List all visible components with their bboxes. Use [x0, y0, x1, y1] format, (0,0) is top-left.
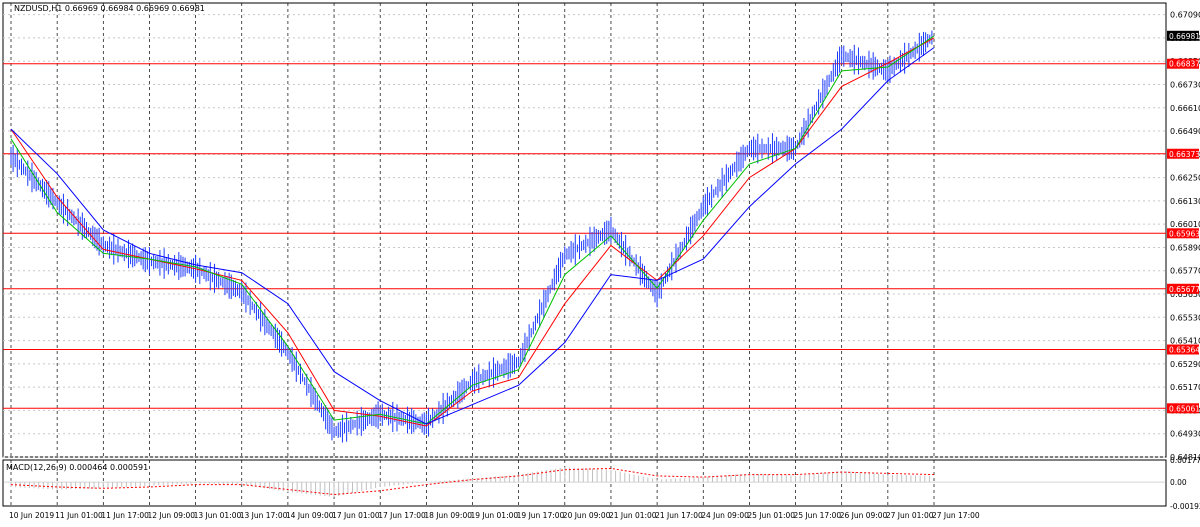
time-tick-label: 20 Jun 09:00	[563, 511, 611, 520]
price-tick-label: 0.66610	[1170, 104, 1200, 113]
time-tick-label: 10 Jun 2019	[9, 511, 54, 520]
macd-header: MACD(12,26,9) 0.000464 0.000591	[6, 463, 149, 472]
level-price-tag	[1167, 58, 1199, 69]
time-tick-label: 14 Jun 09:00	[286, 511, 334, 520]
time-tick-label: 21 Jun 17:00	[655, 511, 703, 520]
price-tick-label: 0.65170	[1170, 383, 1200, 392]
time-tick-label: 21 Jun 01:00	[609, 511, 657, 520]
current-price-label: 0.66981	[1169, 32, 1200, 41]
price-tick-label: 0.64930	[1170, 430, 1200, 439]
macd-tick-label: -0.001929	[1170, 502, 1200, 511]
price-tick-label: 0.65410	[1170, 337, 1200, 346]
price-tick-label: 0.65650	[1170, 290, 1200, 299]
time-tick-label: 12 Jun 09:00	[147, 511, 195, 520]
price-tick-label: 0.64810	[1170, 453, 1200, 462]
macd-tick-label: 0.001779	[1170, 456, 1200, 465]
main-plot-frame	[2, 2, 1167, 458]
level-price-label: 0.66373	[1169, 150, 1200, 159]
moving-average-line-2	[10, 35, 935, 425]
time-tick-label: 19 Jun 17:00	[517, 511, 565, 520]
price-tick-label: 0.67090	[1170, 11, 1200, 20]
time-tick-label: 13 Jun 17:00	[240, 511, 288, 520]
price-tick-label: 0.65290	[1170, 360, 1200, 369]
price-tick-label: 0.65770	[1170, 267, 1200, 276]
time-tick-label: 19 Jun 01:00	[471, 511, 519, 520]
level-price-label: 0.65364	[1169, 346, 1200, 355]
time-tick-label: 25 Jun 01:00	[747, 511, 795, 520]
time-tick-label: 11 Jun 01:00	[55, 511, 103, 520]
macd-signal-line	[10, 467, 935, 496]
time-tick-label: 27 Jun 17:00	[932, 511, 980, 520]
price-tick-label: 0.66490	[1170, 127, 1200, 136]
price-tick-label: 0.66010	[1170, 220, 1200, 229]
price-tick-label: 0.66730	[1170, 80, 1200, 89]
time-tick-label: 25 Jun 17:00	[794, 511, 842, 520]
level-price-label: 0.65963	[1169, 229, 1200, 238]
price-tick-label: 0.65890	[1170, 243, 1200, 252]
time-tick-label: 17 Jun 01:00	[332, 511, 380, 520]
level-price-tag	[1167, 148, 1199, 159]
level-price-tag	[1167, 228, 1199, 239]
level-price-label: 0.65061	[1169, 404, 1200, 413]
level-price-tag	[1167, 403, 1199, 414]
time-tick-label: 24 Jun 09:00	[701, 511, 749, 520]
macd-tick-label: 0.00	[1170, 478, 1187, 487]
time-tick-label: 17 Jun 17:00	[378, 511, 426, 520]
time-tick-label: 11 Jun 17:00	[101, 511, 149, 520]
level-price-tag	[1167, 344, 1199, 355]
time-tick-label: 27 Jun 01:00	[886, 511, 934, 520]
chart-header: NZDUSD,H1 0.66969 0.66984 0.66969 0.6698…	[14, 4, 205, 13]
price-tick-label: 0.66130	[1170, 197, 1200, 206]
time-tick-label: 18 Jun 09:00	[424, 511, 472, 520]
moving-average-line-1	[10, 37, 935, 427]
current-price-tag	[1167, 30, 1199, 41]
level-price-label: 0.66837	[1169, 60, 1200, 69]
level-price-tag	[1167, 283, 1199, 294]
price-tick-label: 0.66250	[1170, 174, 1200, 183]
macd-plot-frame	[2, 459, 1167, 507]
moving-average-line-3	[10, 47, 935, 425]
time-tick-label: 26 Jun 09:00	[840, 511, 888, 520]
level-price-label: 0.65677	[1169, 285, 1200, 294]
time-tick-label: 13 Jun 01:00	[194, 511, 242, 520]
price-tick-label: 0.65530	[1170, 313, 1200, 322]
